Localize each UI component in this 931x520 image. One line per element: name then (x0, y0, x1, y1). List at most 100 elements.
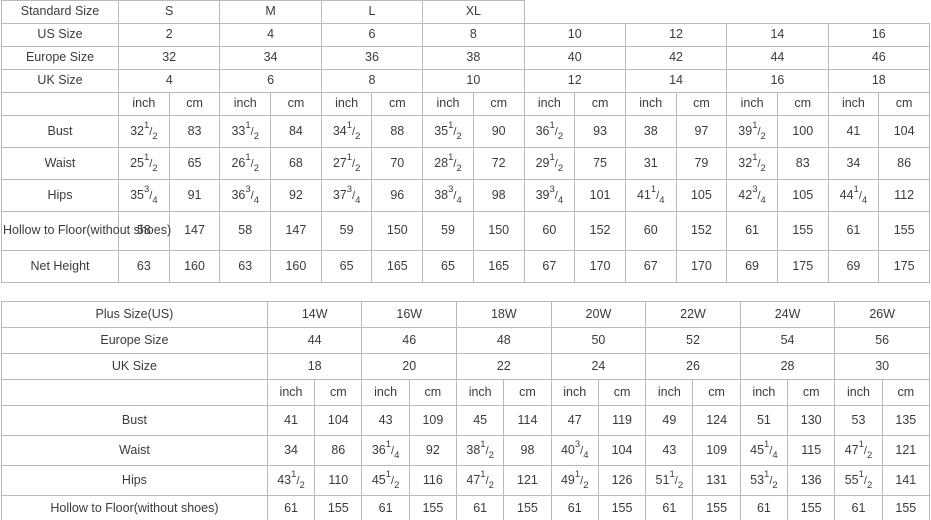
unit-inch: inch (624, 92, 677, 116)
measurement-value: 271/2 (320, 147, 373, 180)
measurement-value: 100 (776, 115, 829, 148)
size-value: 2 (117, 23, 221, 47)
unit-inch: inch (266, 379, 316, 406)
measurement-value: 136 (787, 465, 836, 496)
measurement-value: 93 (574, 115, 626, 148)
table-row: US Size 2 4 6 8 10 12 14 16 (1, 23, 931, 47)
measurement-value: 165 (371, 250, 424, 283)
measurement-value: 59 (422, 211, 474, 251)
size-value: 18 (266, 353, 363, 380)
standard-size-table: Standard Size S M L XL US Size 2 4 6 8 10 12 14 16 Eur… (1, 0, 931, 283)
measurement-value: 61 (266, 495, 316, 520)
measurement-value: 321/2 (118, 115, 170, 148)
measurement-value: 47 (550, 405, 599, 436)
size-value: 24 (550, 353, 647, 380)
size-value: 38 (422, 46, 525, 70)
measurement-value: 170 (574, 250, 626, 283)
plus-size-table: Plus Size(US) 14W 16W 18W 20W 22W 24W 26W Europe… (1, 301, 931, 520)
row-label-net-height: Net Height (1, 250, 119, 283)
size-value: 44 (266, 327, 363, 354)
row-label-europe-size: Europe Size (1, 327, 268, 354)
measurement-value: 511/2 (645, 465, 694, 496)
measurement-row: Waist 34 86 361/4 92 381/2 98 403/4 104 43 109 451/… (1, 435, 931, 466)
unit-cm: cm (472, 92, 525, 116)
measurement-value: 45 (456, 405, 505, 436)
measurement-value: 121 (881, 435, 931, 466)
measurement-value: 75 (574, 147, 626, 180)
measurement-value: 361/4 (361, 435, 410, 466)
measurement-value: 353/4 (118, 179, 170, 212)
measurement-value: 61 (739, 495, 789, 520)
measurement-value: 98 (472, 179, 525, 212)
measurement-value: 114 (503, 405, 552, 436)
unit-header-row: inch cm inch cm inch cm inch cm inch cm inch cm inch… (1, 92, 930, 116)
measurement-value: 41 (266, 405, 316, 436)
measurement-value: 391/2 (726, 115, 778, 148)
measurement-value: 150 (472, 211, 525, 251)
unit-inch: inch (726, 92, 778, 116)
measurement-value: 65 (320, 250, 373, 283)
measurement-value: 92 (270, 179, 322, 212)
measurement-value: 251/2 (118, 147, 170, 180)
size-value: 42 (624, 46, 728, 70)
measurement-value: 83 (776, 147, 829, 180)
measurement-value: 61 (726, 211, 778, 251)
size-value: 26 (645, 353, 741, 380)
unit-cm: cm (503, 379, 552, 406)
measurement-value: 155 (408, 495, 458, 520)
unit-inch: inch (361, 379, 410, 406)
size-value: 40 (523, 46, 626, 70)
size-value: 4 (219, 23, 322, 47)
size-group-xl: XL (422, 0, 525, 24)
measurement-value: 121 (503, 465, 552, 496)
measurement-value: 115 (787, 435, 836, 466)
measurement-value: 61 (456, 495, 505, 520)
measurement-row: Hollow to Floor(without shoes) 58 147 58 147… (1, 211, 930, 251)
measurement-row: Bust 41 104 43 109 45 114 47 119 49 124 51 130 53 135 (1, 405, 931, 436)
unit-inch: inch (645, 379, 694, 406)
size-group-header-row: Standard Size S M L XL (1, 0, 930, 24)
size-group-24w: 24W (739, 301, 836, 328)
size-value: 18 (827, 69, 931, 93)
unit-cm: cm (692, 379, 741, 406)
measurement-value: 175 (776, 250, 829, 283)
size-value: 14 (624, 69, 728, 93)
size-group-22w: 22W (645, 301, 741, 328)
measurement-value: 141 (881, 465, 931, 496)
measurement-value: 403/4 (550, 435, 599, 466)
measurement-row: Hips 353/4 91 363/4 92 373/4 96 383/4 98 393/4 101… (1, 179, 930, 212)
measurement-value: 431/2 (266, 465, 316, 496)
measurement-row: Hips 431/2 110 451/2 116 471/2 121 491/2 126 511/… (1, 465, 931, 496)
measurement-value: 451/2 (361, 465, 410, 496)
unit-inch: inch (834, 379, 883, 406)
measurement-value: 92 (408, 435, 458, 466)
size-chart-title-cell: Standard Size (1, 0, 119, 24)
measurement-value: 61 (550, 495, 599, 520)
unit-inch: inch (320, 92, 373, 116)
measurement-value: 321/2 (726, 147, 778, 180)
table-row: UK Size 4 6 8 10 12 14 16 18 (1, 69, 931, 93)
measurement-value: 383/4 (422, 179, 474, 212)
size-value: 46 (361, 327, 458, 354)
measurement-value: 126 (597, 465, 647, 496)
table-row: UK Size 18 20 22 24 26 28 30 (1, 353, 930, 380)
unit-inch: inch (523, 92, 576, 116)
measurement-value: 281/2 (422, 147, 474, 180)
measurement-value: 88 (371, 115, 424, 148)
measurement-value: 43 (361, 405, 410, 436)
unit-cm: cm (776, 92, 829, 116)
measurement-value: 70 (371, 147, 424, 180)
measurement-value: 363/4 (219, 179, 272, 212)
measurement-value: 31 (624, 147, 677, 180)
measurement-value: 69 (827, 250, 880, 283)
measurement-row: Waist 251/2 65 261/2 68 271/2 70 281/2 72 291/2 75… (1, 147, 930, 180)
size-value: 36 (320, 46, 424, 70)
unit-inch: inch (422, 92, 474, 116)
measurement-value: 361/2 (523, 115, 576, 148)
measurement-value: 61 (834, 495, 883, 520)
measurement-value: 69 (726, 250, 778, 283)
size-value: 12 (624, 23, 728, 47)
measurement-value: 61 (361, 495, 410, 520)
measurement-value: 65 (422, 250, 474, 283)
row-label-bust: Bust (1, 405, 268, 436)
